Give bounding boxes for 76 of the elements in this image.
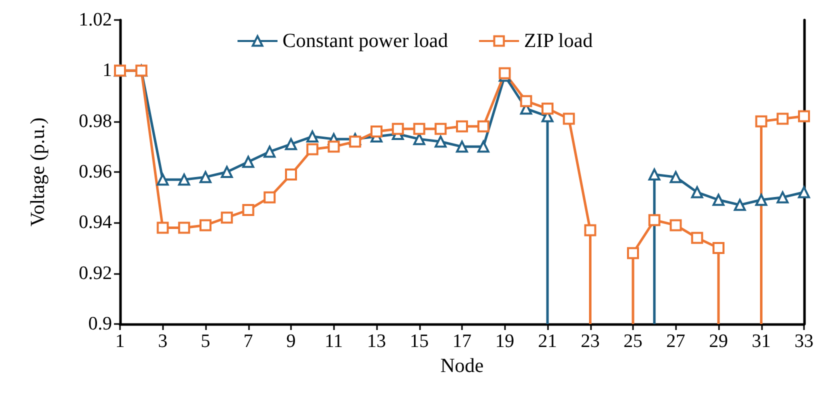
point <box>220 212 233 224</box>
x-tick-label: 21 <box>538 331 557 352</box>
x-tick-label: 3 <box>158 331 168 352</box>
point <box>328 140 340 153</box>
point <box>691 232 704 244</box>
point <box>498 67 511 80</box>
point <box>264 191 276 204</box>
y-tick-label: 0.9 <box>88 314 112 334</box>
point <box>306 143 318 156</box>
y-axis-title: Voltage (p.u.) <box>27 117 49 227</box>
point <box>456 140 468 153</box>
y-tick-label: 0.98 <box>78 110 112 132</box>
point <box>456 120 468 132</box>
point <box>306 130 318 143</box>
point <box>691 186 704 198</box>
x-tick-label: 19 <box>495 331 514 352</box>
point <box>178 174 190 186</box>
y-tick-label: 0.96 <box>78 162 112 182</box>
x-tick-label: 15 <box>410 331 429 352</box>
point <box>434 136 447 148</box>
point <box>734 198 746 211</box>
point <box>477 140 490 153</box>
point <box>370 125 382 138</box>
y-tick-label: 0.92 <box>78 262 112 284</box>
point <box>477 120 490 132</box>
point <box>178 222 190 234</box>
legend-label: Constant power load <box>282 30 448 52</box>
x-tick-label: 13 <box>367 331 386 352</box>
point <box>627 247 639 260</box>
point <box>413 133 426 146</box>
point <box>285 168 297 181</box>
point <box>220 166 233 178</box>
point <box>285 138 297 150</box>
x-tick-label: 9 <box>286 331 296 352</box>
x-tick-label: 27 <box>666 331 686 352</box>
point <box>156 174 169 186</box>
point <box>392 122 404 135</box>
point <box>798 110 810 122</box>
point <box>776 191 789 204</box>
point <box>200 171 212 184</box>
point <box>648 214 660 226</box>
point <box>349 136 362 148</box>
point <box>755 115 768 128</box>
x-tick-label: 23 <box>580 331 600 352</box>
point <box>562 112 575 125</box>
point <box>542 102 554 115</box>
y-tick-label: 1.02 <box>78 10 112 30</box>
point <box>413 122 426 135</box>
x-tick-label: 5 <box>200 331 210 352</box>
point <box>584 224 596 236</box>
point <box>712 194 724 206</box>
x-tick-label: 25 <box>624 331 642 352</box>
point <box>648 168 660 181</box>
point <box>798 186 810 198</box>
point <box>264 146 276 158</box>
x-tick-label: 31 <box>752 331 771 352</box>
point <box>242 156 254 168</box>
point <box>200 219 212 232</box>
y-tick-label: 0.94 <box>78 212 112 234</box>
point <box>670 219 682 232</box>
x-tick-label: 29 <box>709 331 728 352</box>
point <box>755 194 768 206</box>
x-tick-label: 7 <box>244 331 253 352</box>
point <box>712 242 724 254</box>
x-tick-label: 33 <box>794 331 814 352</box>
x-tick-label: 17 <box>452 331 472 352</box>
point <box>434 122 447 135</box>
point <box>242 204 254 216</box>
point <box>670 171 682 184</box>
x-tick-label: 11 <box>324 331 343 352</box>
point <box>520 95 532 108</box>
legend-label: ZIP load <box>524 30 593 52</box>
point <box>776 112 789 125</box>
y-tick-label: 1 <box>102 60 112 82</box>
point <box>156 222 169 234</box>
x-axis-title: Node <box>440 354 484 377</box>
